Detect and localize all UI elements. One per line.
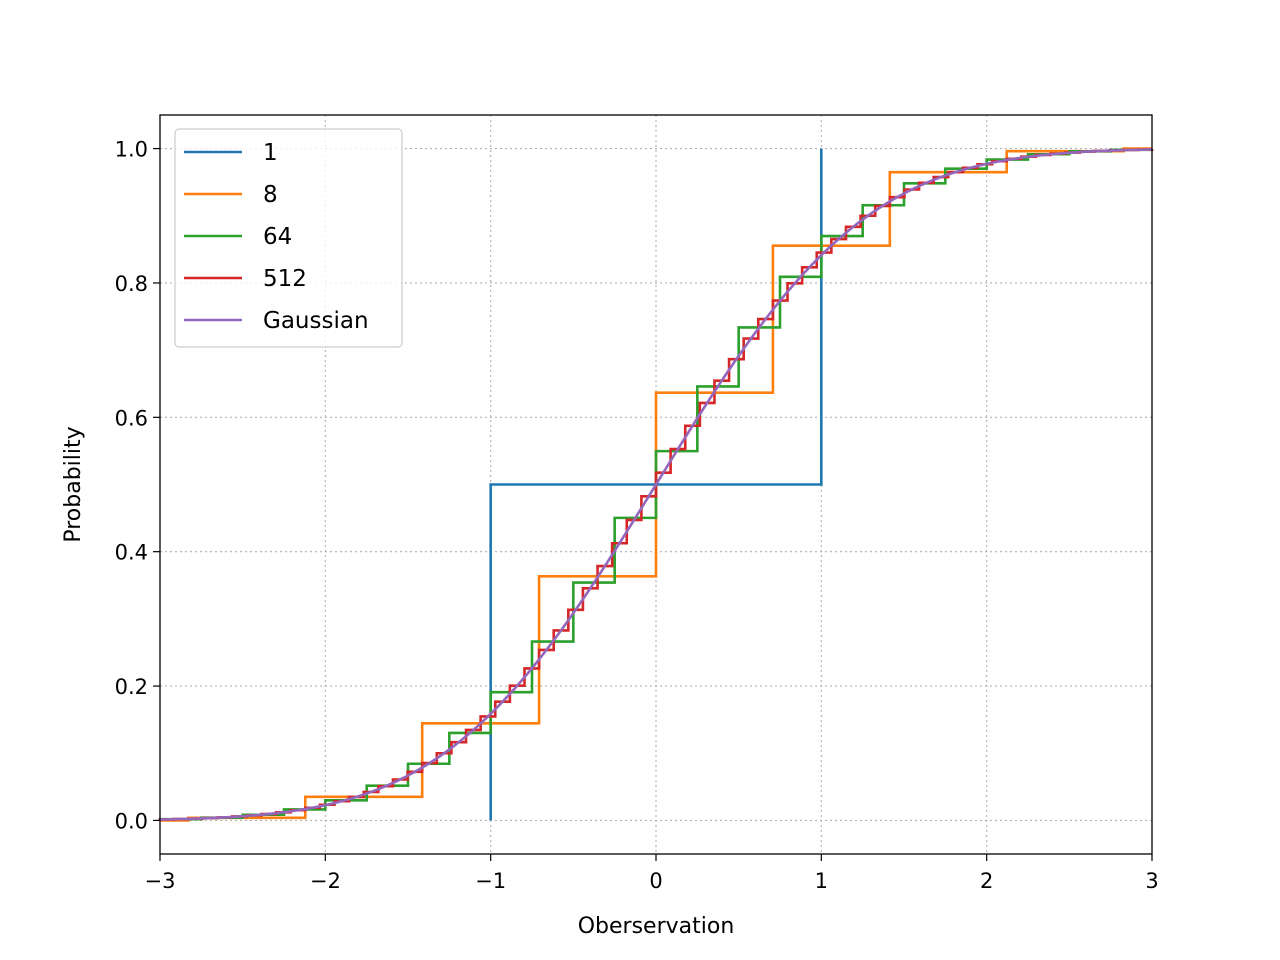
legend-box	[174, 128, 403, 348]
x-axis-title: Oberservation	[578, 914, 735, 939]
y-tick-label: 0.8	[115, 272, 148, 296]
y-axis-title: Probability	[61, 426, 86, 542]
x-tick-label: 0	[649, 869, 662, 893]
x-tick-label: −1	[475, 869, 506, 893]
series-line-gaussian	[159, 148, 1153, 821]
y-tick-label: 0.6	[115, 406, 148, 430]
legend-label: 1	[263, 140, 278, 166]
legend-label: 512	[263, 266, 307, 292]
x-axis: −3 −2 −1 0 1 2 3	[145, 854, 1159, 893]
y-axis: 0.0 0.2 0.4 0.6 0.8 1.0	[115, 138, 160, 833]
x-tick-label: −2	[310, 869, 341, 893]
y-tick-label: 0.4	[115, 541, 148, 565]
x-tick-label: 1	[815, 869, 828, 893]
x-tick-label: 2	[980, 869, 993, 893]
legend: 1 8 64 512 Gaussian	[174, 128, 403, 348]
legend-label: Gaussian	[263, 308, 369, 334]
y-tick-label: 0.0	[115, 809, 148, 833]
legend-label: 64	[263, 224, 292, 250]
y-tick-label: 1.0	[115, 138, 148, 162]
series-layer	[158, 147, 1154, 822]
x-tick-label: −3	[145, 869, 176, 893]
legend-label: 8	[263, 182, 278, 208]
y-tick-label: 0.2	[115, 675, 148, 699]
x-tick-label: 3	[1145, 869, 1158, 893]
